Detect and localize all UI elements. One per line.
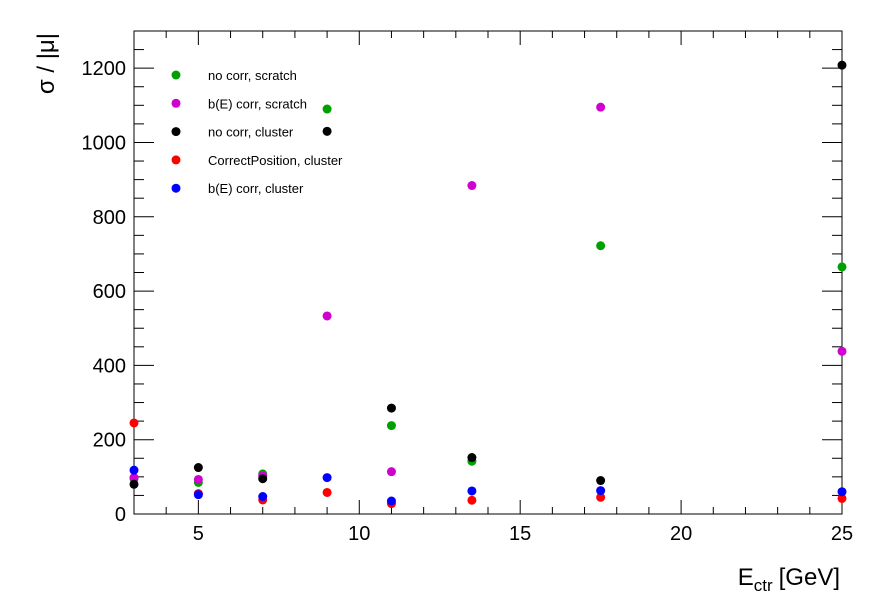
data-point-series-4 xyxy=(837,493,847,503)
data-point-series-3 xyxy=(467,453,477,463)
legend-label: b(E) corr, scratch xyxy=(208,96,307,111)
x-axis-title-unit: [GeV] xyxy=(779,564,840,591)
data-point-series-5 xyxy=(467,486,477,496)
y-tick-label: 600 xyxy=(93,281,126,303)
x-axis-title-subscript: ctr xyxy=(754,576,773,595)
data-point-series-3 xyxy=(129,479,139,489)
legend-marker xyxy=(171,127,181,137)
legend-label: CorrectPosition, cluster xyxy=(208,153,343,168)
x-tick-label: 15 xyxy=(509,523,531,545)
y-tick-label: 200 xyxy=(93,430,126,452)
legend-label: no corr, scratch xyxy=(208,68,297,83)
x-tick-label: 25 xyxy=(831,523,853,545)
data-point-series-2 xyxy=(837,346,847,356)
y-axis-tick-labels: 0 200 400 600 800 1000 1200 xyxy=(82,58,127,526)
data-point-series-4 xyxy=(596,492,606,502)
legend-label: b(E) corr, cluster xyxy=(208,181,304,196)
y-tick-label: 800 xyxy=(93,207,126,229)
y-tick-label: 1000 xyxy=(82,132,127,154)
data-point-series-5 xyxy=(258,492,268,502)
x-axis-title: Ectr [GeV] xyxy=(738,564,840,595)
data-point-series-2 xyxy=(467,181,477,191)
data-point-series-2 xyxy=(129,473,139,483)
data-point-series-2 xyxy=(596,102,606,112)
data-point-series-2 xyxy=(386,467,396,477)
data-point-series-3 xyxy=(322,126,332,136)
data-point-series-5 xyxy=(129,465,139,475)
legend-marker xyxy=(171,155,181,165)
legend-label: no corr, cluster xyxy=(208,125,294,140)
y-tick-label: 1200 xyxy=(82,58,127,80)
data-point-series-4 xyxy=(467,495,477,505)
y-tick-label: 400 xyxy=(93,355,126,377)
data-point-series-5 xyxy=(386,496,396,506)
data-point-series-1 xyxy=(322,104,332,114)
data-point-series-2 xyxy=(193,474,203,484)
y-axis-title: σ / |μ| xyxy=(33,33,60,94)
data-point-series-5 xyxy=(322,473,332,483)
data-point-series-3 xyxy=(596,476,606,486)
data-point-series-1 xyxy=(386,421,396,431)
data-point-series-4 xyxy=(129,418,139,428)
legend-marker xyxy=(171,98,181,108)
data-point-series-3 xyxy=(837,60,847,70)
x-tick-label: 10 xyxy=(348,523,370,545)
data-point-series-2 xyxy=(322,311,332,321)
y-tick-label: 0 xyxy=(115,504,126,526)
data-point-series-3 xyxy=(258,474,268,484)
x-axis-tick-labels: 5 10 15 20 25 xyxy=(193,523,853,545)
x-axis-title-main: E xyxy=(738,564,754,591)
data-point-series-1 xyxy=(596,241,606,251)
legend-marker xyxy=(171,70,181,80)
minor-ticks xyxy=(133,30,843,515)
legend-marker xyxy=(171,183,181,193)
data-point-series-1 xyxy=(837,262,847,272)
x-tick-label: 5 xyxy=(193,523,204,545)
data-point-series-5 xyxy=(837,487,847,497)
legend: no corr, scratch b(E) corr, scratch no cor… xyxy=(171,68,343,196)
data-points xyxy=(129,60,847,509)
data-point-series-5 xyxy=(596,486,606,496)
data-point-series-3 xyxy=(386,403,396,413)
data-point-series-5 xyxy=(193,490,203,500)
x-tick-label: 20 xyxy=(670,523,692,545)
data-point-series-4 xyxy=(322,487,332,497)
data-point-series-3 xyxy=(193,463,203,473)
